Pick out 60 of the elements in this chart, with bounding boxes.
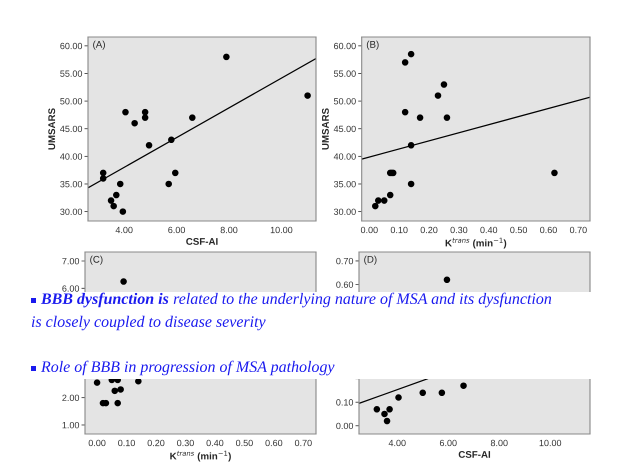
x-axis-title: CSF-AI xyxy=(458,451,490,458)
annotation: Role of BBB in progression of MSA pathology xyxy=(40,360,335,376)
y-tick-label: 40.00 xyxy=(334,153,356,160)
x-tick-label: 4.00 xyxy=(388,440,406,446)
y-tick-label: 60.00 xyxy=(334,42,356,50)
x-tick-label: 0.10 xyxy=(118,440,135,446)
x-tick-label: 0.00 xyxy=(360,226,378,234)
x-tick-label: 0.00 xyxy=(88,440,106,446)
y-tick-label: 45.00 xyxy=(60,126,82,132)
annotation: (A) xyxy=(93,40,105,50)
x-axis-title: K$^{trans}$ (min$^{−1}$) xyxy=(446,238,506,248)
y-tick-label: 0.10 xyxy=(336,399,354,406)
y-tick-label: 55.00 xyxy=(334,70,356,77)
x-tick-label: 0.70 xyxy=(294,440,312,446)
x-axis-title: K$^{trans}$ (min$^{−1}$) xyxy=(170,450,231,462)
x-tick-label: 0.20 xyxy=(148,440,164,446)
x-tick-label: 0.50 xyxy=(236,440,253,446)
annotation: related to the underlying nature of MSA and its dysfunction xyxy=(174,292,552,308)
x-axis-title: CSF-AI xyxy=(186,238,218,245)
y-tick-label: 50.00 xyxy=(334,98,356,104)
x-tick-label: 0.30 xyxy=(450,226,468,234)
x-tick-label: 10.00 xyxy=(270,226,292,234)
y-tick-label: 7.00 xyxy=(62,258,80,264)
x-tick-label: 10.00 xyxy=(540,440,562,446)
x-tick-label: 0.50 xyxy=(510,226,528,234)
x-tick-label: 6.00 xyxy=(168,226,186,234)
annotation: (C) xyxy=(90,256,103,265)
y-tick-label: 35.00 xyxy=(334,180,356,188)
y-tick-label: 0.60 xyxy=(336,281,354,288)
x-tick-label: 6.00 xyxy=(440,440,457,446)
x-tick-label: 0.60 xyxy=(265,440,282,446)
annotation: (B) xyxy=(366,40,379,50)
x-tick-label: 0.40 xyxy=(206,440,224,446)
y-axis-title: UMSARS xyxy=(48,108,56,150)
x-tick-label: 0.40 xyxy=(480,226,498,234)
y-tick-label: 30.00 xyxy=(60,208,82,215)
y-tick-label: 55.00 xyxy=(60,70,82,77)
annotation: is closely coupled to disease severity xyxy=(32,316,266,330)
x-tick-label: 0.10 xyxy=(390,226,408,234)
y-tick-label: 30.00 xyxy=(334,208,356,215)
y-tick-label: 0.70 xyxy=(336,258,354,264)
y-tick-label: 0.00 xyxy=(336,422,354,430)
y-tick-label: 2.00 xyxy=(62,394,80,402)
y-axis-title: UMSARS xyxy=(322,108,329,150)
annotation: (D) xyxy=(364,256,377,265)
x-tick-label: 0.30 xyxy=(177,440,194,446)
x-tick-label: 0.60 xyxy=(540,226,557,234)
x-tick-label: 8.00 xyxy=(490,440,508,446)
y-tick-label: 1.00 xyxy=(62,422,80,428)
x-tick-label: 4.00 xyxy=(116,226,133,234)
y-tick-label: 40.00 xyxy=(60,153,82,160)
annotation: BBB dysfunction is xyxy=(40,292,168,308)
y-tick-label: 60.00 xyxy=(60,42,82,50)
x-tick-label: 0.70 xyxy=(570,226,587,234)
x-tick-label: 0.20 xyxy=(420,226,438,234)
y-tick-label: 6.00 xyxy=(62,285,80,292)
y-tick-label: 35.00 xyxy=(60,180,82,188)
y-tick-label: 50.00 xyxy=(60,98,82,104)
x-tick-label: 8.00 xyxy=(220,226,238,234)
y-tick-label: 45.00 xyxy=(334,126,356,132)
